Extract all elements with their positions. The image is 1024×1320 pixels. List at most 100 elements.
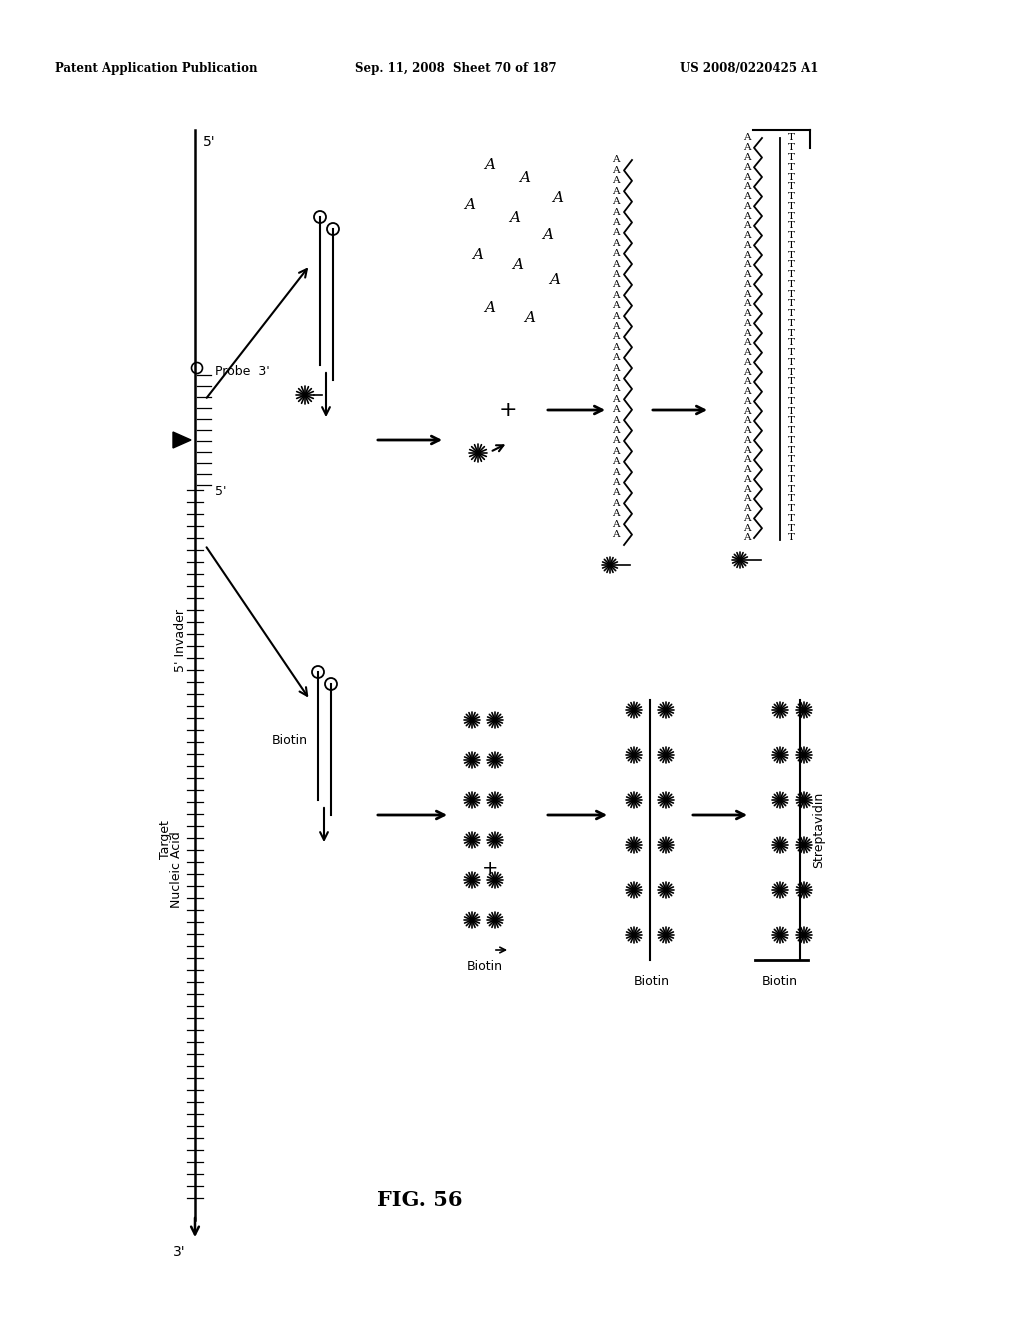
Text: A: A — [484, 158, 496, 172]
Text: A: A — [612, 333, 620, 342]
Text: A: A — [612, 363, 620, 372]
Text: A: A — [612, 395, 620, 404]
Text: A: A — [612, 271, 620, 279]
Text: A: A — [743, 289, 751, 298]
Text: A: A — [612, 290, 620, 300]
Text: A: A — [519, 172, 530, 185]
Text: Probe  3': Probe 3' — [215, 366, 269, 378]
Text: A: A — [612, 280, 620, 289]
Text: T: T — [788, 397, 795, 407]
Text: A: A — [743, 251, 751, 260]
Text: A: A — [743, 358, 751, 367]
Text: A: A — [612, 197, 620, 206]
Text: T: T — [788, 289, 795, 298]
Text: A: A — [743, 378, 751, 387]
Text: A: A — [465, 198, 475, 213]
Text: T: T — [788, 368, 795, 376]
Text: A: A — [612, 478, 620, 487]
Text: A: A — [612, 510, 620, 519]
Text: A: A — [612, 499, 620, 508]
Text: A: A — [612, 426, 620, 436]
Text: A: A — [612, 416, 620, 425]
Text: A: A — [743, 426, 751, 436]
Text: Sep. 11, 2008  Sheet 70 of 187: Sep. 11, 2008 Sheet 70 of 187 — [355, 62, 557, 75]
Text: T: T — [788, 484, 795, 494]
Text: T: T — [788, 407, 795, 416]
Text: 5': 5' — [203, 135, 216, 149]
Text: A: A — [743, 231, 751, 240]
Text: +: + — [499, 400, 517, 420]
Text: T: T — [788, 416, 795, 425]
Text: T: T — [788, 251, 795, 260]
Text: T: T — [788, 455, 795, 465]
Text: A: A — [743, 524, 751, 533]
Text: A: A — [743, 436, 751, 445]
Text: A: A — [612, 207, 620, 216]
Text: T: T — [788, 153, 795, 162]
Text: T: T — [788, 260, 795, 269]
Text: A: A — [612, 301, 620, 310]
Text: T: T — [788, 280, 795, 289]
Text: T: T — [788, 387, 795, 396]
Text: A: A — [484, 301, 496, 315]
Text: A: A — [743, 338, 751, 347]
Text: T: T — [788, 436, 795, 445]
Text: T: T — [788, 319, 795, 327]
Text: T: T — [788, 271, 795, 279]
Text: A: A — [612, 322, 620, 331]
Text: T: T — [788, 524, 795, 533]
Text: Biotin: Biotin — [634, 975, 670, 987]
Text: T: T — [788, 465, 795, 474]
Text: 5': 5' — [215, 484, 226, 498]
Text: A: A — [612, 447, 620, 455]
Text: A: A — [612, 260, 620, 268]
Text: A: A — [743, 271, 751, 279]
Text: 5' Invader: 5' Invader — [173, 609, 186, 672]
Text: A: A — [743, 280, 751, 289]
Text: A: A — [612, 457, 620, 466]
Polygon shape — [173, 432, 191, 447]
Text: A: A — [612, 166, 620, 176]
Text: +: + — [481, 858, 499, 878]
Text: A: A — [612, 531, 620, 539]
Text: US 2008/0220425 A1: US 2008/0220425 A1 — [680, 62, 818, 75]
Text: T: T — [788, 475, 795, 484]
Text: FIG. 56: FIG. 56 — [377, 1191, 463, 1210]
Text: A: A — [743, 191, 751, 201]
Text: 3': 3' — [173, 1245, 185, 1259]
Text: A: A — [612, 312, 620, 321]
Text: A: A — [550, 273, 560, 286]
Text: A: A — [543, 228, 554, 242]
Text: A: A — [743, 222, 751, 230]
Text: A: A — [472, 248, 483, 261]
Text: A: A — [743, 300, 751, 309]
Text: T: T — [788, 191, 795, 201]
Text: Biotin: Biotin — [467, 960, 503, 973]
Text: A: A — [743, 260, 751, 269]
Text: T: T — [788, 240, 795, 249]
Text: A: A — [612, 437, 620, 445]
Text: A: A — [743, 475, 751, 484]
Text: A: A — [743, 144, 751, 152]
Text: A: A — [743, 162, 751, 172]
Text: A: A — [743, 153, 751, 162]
Text: T: T — [788, 426, 795, 436]
Text: A: A — [743, 446, 751, 454]
Text: A: A — [743, 348, 751, 358]
Text: A: A — [612, 249, 620, 259]
Text: A: A — [743, 211, 751, 220]
Text: Biotin: Biotin — [762, 975, 798, 987]
Text: A: A — [612, 343, 620, 352]
Text: T: T — [788, 348, 795, 358]
Text: A: A — [512, 257, 523, 272]
Text: A: A — [743, 368, 751, 376]
Text: T: T — [788, 533, 795, 543]
Text: A: A — [612, 218, 620, 227]
Text: T: T — [788, 504, 795, 513]
Text: T: T — [788, 231, 795, 240]
Text: A: A — [612, 177, 620, 185]
Text: A: A — [743, 133, 751, 143]
Text: T: T — [788, 495, 795, 503]
Text: A: A — [743, 319, 751, 327]
Text: A: A — [743, 465, 751, 474]
